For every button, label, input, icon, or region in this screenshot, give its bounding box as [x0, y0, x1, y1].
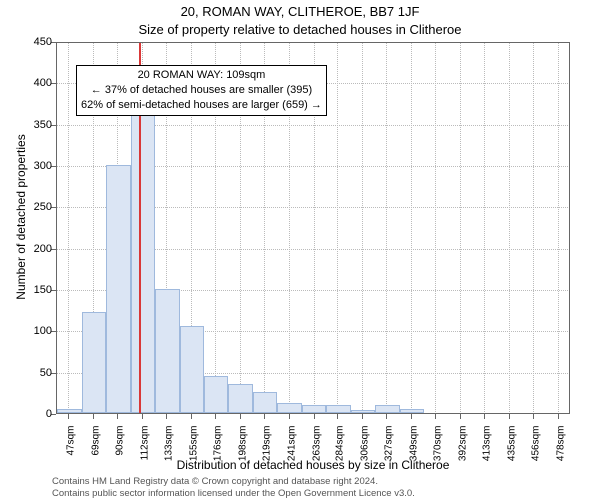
histogram-bar — [400, 409, 424, 413]
histogram-bar — [253, 392, 277, 413]
histogram-bar — [351, 410, 375, 413]
histogram-bar — [106, 165, 130, 413]
annotation-box: 20 ROMAN WAY: 109sqm← 37% of detached ho… — [76, 65, 327, 116]
page-title: 20, ROMAN WAY, CLITHEROE, BB7 1JF — [0, 4, 600, 21]
y-axis-label: Number of detached properties — [14, 92, 28, 342]
y-tick-label: 0 — [12, 408, 52, 420]
annotation-line: ← 37% of detached houses are smaller (39… — [81, 83, 322, 98]
y-tick-label: 50 — [12, 367, 52, 379]
histogram-bar — [228, 384, 252, 413]
data-source-footer: Contains HM Land Registry data © Crown c… — [52, 476, 415, 500]
histogram-bar — [131, 114, 155, 413]
y-tick-label: 450 — [12, 36, 52, 48]
histogram-chart: 05010015020025030035040045047sqm69sqm90s… — [0, 42, 600, 462]
annotation-line: 62% of semi-detached houses are larger (… — [81, 98, 322, 113]
y-tick-label: 400 — [12, 77, 52, 89]
histogram-bar — [326, 405, 350, 413]
histogram-bar — [82, 312, 106, 413]
x-axis-label: Distribution of detached houses by size … — [56, 458, 570, 472]
page-subtitle: Size of property relative to detached ho… — [0, 22, 600, 37]
histogram-bar — [155, 289, 179, 413]
histogram-bar — [180, 326, 204, 413]
histogram-bar — [277, 403, 301, 413]
histogram-bar — [204, 376, 228, 413]
histogram-bar — [375, 405, 399, 413]
histogram-bar — [302, 405, 326, 413]
footer-line-1: Contains HM Land Registry data © Crown c… — [52, 476, 415, 488]
annotation-line: 20 ROMAN WAY: 109sqm — [81, 68, 322, 83]
histogram-bar — [57, 409, 81, 413]
footer-line-2: Contains public sector information licen… — [52, 488, 415, 500]
